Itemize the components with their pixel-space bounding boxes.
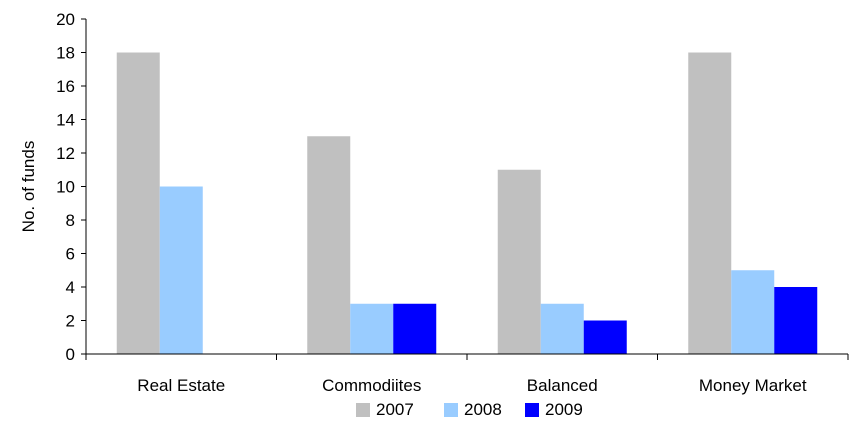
y-tick-label: 18	[56, 44, 75, 63]
bar-2007-balanced	[497, 169, 541, 354]
bar-2007-real-estate	[116, 52, 160, 354]
x-ticks-group: Real Estate Commodiites Balanced Money Mark…	[85, 354, 849, 395]
legend-swatch-2009	[525, 403, 539, 417]
y-tick-label: 12	[56, 144, 75, 163]
bar-2009-money-market	[774, 287, 818, 354]
y-ticks-group: 0 2 4 6 8 10 12 14 16 18 20	[56, 10, 86, 364]
y-tick-label: 6	[66, 245, 75, 264]
y-tick-label: 2	[66, 312, 75, 331]
legend-label-2008: 2008	[464, 400, 502, 419]
y-tick-label: 4	[66, 278, 75, 297]
legend: 2007 2008 2009	[356, 400, 583, 419]
bar-2009-balanced	[583, 320, 627, 354]
bar-2007-commodiites	[307, 136, 351, 354]
y-tick-label: 8	[66, 211, 75, 230]
bars-group	[116, 52, 818, 354]
y-tick-label: 14	[56, 111, 75, 130]
legend-label-2007: 2007	[376, 400, 414, 419]
y-tick-label: 16	[56, 77, 75, 96]
bar-2007-money-market	[688, 52, 732, 354]
bar-2008-commodiites	[350, 303, 394, 354]
x-category-label: Real Estate	[137, 376, 225, 395]
x-category-label: Money Market	[699, 376, 807, 395]
legend-swatch-2008	[444, 403, 458, 417]
y-axis-title: No. of funds	[19, 141, 38, 233]
bar-2008-real-estate	[159, 186, 203, 354]
bar-2008-money-market	[731, 270, 775, 354]
bar-2009-commodiites	[393, 303, 437, 354]
y-tick-label: 0	[66, 345, 75, 364]
bar-2008-balanced	[540, 303, 584, 354]
y-tick-label: 10	[56, 178, 75, 197]
legend-label-2009: 2009	[545, 400, 583, 419]
x-category-label: Commodiites	[322, 376, 421, 395]
legend-swatch-2007	[356, 403, 370, 417]
y-tick-label: 20	[56, 10, 75, 29]
x-category-label: Balanced	[527, 376, 598, 395]
